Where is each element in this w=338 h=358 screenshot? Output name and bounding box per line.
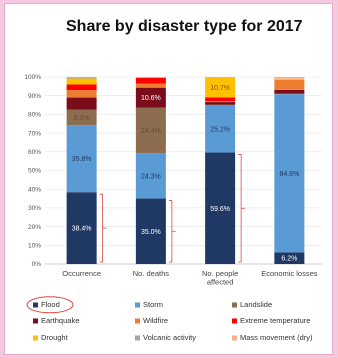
legend-label-drought: Drought (41, 333, 69, 342)
bar-segment-landslide-1 (135, 107, 166, 154)
x-category-label: No. deaths (133, 269, 170, 278)
legend-label-extreme-temperature: Extreme temperature (240, 316, 310, 325)
bar-segment-earthquake-0 (66, 97, 97, 110)
data-label: 84.6% (279, 171, 299, 178)
flood-bracket-annotation (238, 154, 246, 263)
legend-label-volcanic-activity: Volcanic activity (143, 333, 196, 342)
bar-segment-flood-3 (274, 252, 305, 264)
bar-segment-storm-0 (66, 125, 97, 193)
data-label: 24.4% (141, 128, 161, 135)
legend-swatch-earthquake (33, 318, 38, 324)
bar-segment-volcanic-activity-1 (135, 77, 166, 78)
y-tick-label: 0% (32, 261, 42, 268)
legend-swatch-mass-movement-dry- (232, 335, 237, 341)
bar-segment-wildfire-0 (66, 90, 97, 98)
bar-segment-wildfire-2 (205, 101, 236, 103)
legend-swatch-drought (33, 335, 38, 341)
bar-segment-drought-3 (274, 78, 305, 80)
y-tick-label: 60% (28, 149, 41, 156)
bar-segment-storm-3 (274, 94, 305, 253)
bar-segment-earthquake-3 (274, 89, 305, 94)
legend-label-landslide: Landslide (240, 300, 272, 309)
bar-segment-wildfire-1 (135, 83, 166, 88)
y-tick-label: 40% (28, 186, 41, 193)
legend-swatch-volcanic-activity (135, 335, 140, 341)
legend-swatch-flood (33, 302, 38, 308)
x-category-label: Economic losses (261, 269, 318, 278)
chart-title: Share by disaster type for 2017 (66, 18, 303, 35)
flood-bracket-annotation (99, 193, 107, 263)
bar-segment-drought-2 (205, 77, 236, 98)
data-label: 10.7% (210, 85, 230, 92)
legend-label-flood: Flood (41, 300, 60, 309)
legend-label-mass-movement-dry-: Mass movement (dry) (240, 333, 313, 342)
legend-swatch-extreme-temperature (232, 318, 237, 324)
data-label: 38.4% (72, 226, 92, 233)
y-tick-label: 80% (28, 112, 41, 119)
data-label: 59.6% (210, 206, 230, 213)
legend-label-storm: Storm (143, 300, 163, 309)
bar-segment-extreme-temperature-1 (135, 77, 166, 84)
bar-segment-drought-0 (66, 78, 97, 85)
data-label: 8.3% (74, 115, 90, 122)
data-label: 6.2% (281, 256, 297, 263)
flood-bracket-annotation (168, 200, 176, 263)
legend-highlight-circle (26, 296, 74, 314)
data-label: 35.8% (72, 156, 92, 163)
bar-segment-earthquake-2 (205, 102, 236, 105)
data-label: 10.6% (141, 95, 161, 102)
bar-segment-landslide-3 (274, 93, 305, 95)
y-tick-label: 100% (24, 74, 41, 81)
y-tick-label: 10% (28, 243, 41, 250)
y-tick-label: 20% (28, 224, 41, 231)
bar-segment-mass-movement-dry--3 (274, 77, 305, 79)
legend-swatch-wildfire (135, 318, 140, 324)
legend-swatch-storm (135, 302, 140, 308)
y-tick-label: 50% (28, 168, 41, 175)
y-tick-label: 90% (28, 93, 41, 100)
legend-swatch-landslide (232, 302, 237, 308)
data-label: 35.0% (141, 229, 161, 236)
y-tick-label: 70% (28, 130, 41, 137)
x-category-label: Occurrence (62, 269, 101, 278)
bar-segment-extreme-temperature-0 (66, 84, 97, 91)
x-category-label: No. people affected (202, 269, 238, 287)
bar-segment-storm-1 (135, 153, 166, 199)
bar-segment-flood-0 (66, 192, 97, 264)
data-label: 25.2% (210, 126, 230, 133)
bar-segment-flood-2 (205, 152, 236, 264)
legend-label-wildfire: Wildfire (143, 316, 168, 325)
bar-segment-volcanic-activity-0 (66, 77, 97, 79)
bar-segment-landslide-0 (66, 109, 97, 126)
bar-segment-landslide-2 (205, 104, 236, 106)
data-label: 24.3% (141, 173, 161, 180)
bar-segment-storm-2 (205, 105, 236, 153)
bar-segment-extreme-temperature-2 (205, 97, 236, 102)
legend-label-earthquake: Earthquake (41, 316, 79, 325)
y-tick-label: 30% (28, 205, 41, 212)
bar-segment-wildfire-3 (274, 79, 305, 90)
bar-segment-earthquake-1 (135, 87, 166, 108)
bar-segment-flood-1 (135, 198, 166, 264)
